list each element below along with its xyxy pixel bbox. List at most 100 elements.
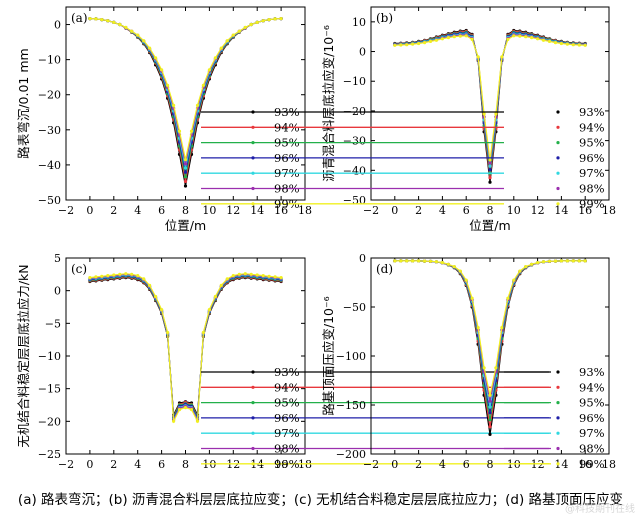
legend-marker [556,401,560,405]
x-tick-label: 12 [226,458,240,471]
data-point [411,259,415,263]
data-point [88,17,92,21]
y-tick-label: 0 [54,285,61,298]
data-point [423,259,427,263]
legend-label: 94% [274,380,300,394]
data-point [94,275,98,279]
y-tick-label: 0 [359,46,366,59]
legend-label: 94% [274,120,300,134]
data-point [488,168,492,172]
data-point [213,56,217,60]
data-point [541,38,546,42]
panel-label: (a) [71,11,88,25]
y-axis-label: 无机结合料稳定层层底拉应力/kN [16,264,31,447]
data-point [249,22,253,27]
data-point [470,296,474,300]
data-point [393,259,397,263]
legend-marker [251,416,255,420]
legend-marker [251,141,255,145]
data-point [189,408,194,412]
data-point [183,175,188,179]
series-line-97pct [394,33,586,167]
data-point [148,283,152,287]
data-point [488,411,492,415]
x-tick-label: 18 [602,458,616,471]
series-line-93pct [89,276,282,418]
legend-label: 94% [579,380,605,394]
x-tick-label: 16 [578,204,592,217]
x-tick-label: 18 [298,204,312,217]
x-tick-label: 10 [202,458,216,471]
data-point [118,272,122,276]
data-point [183,162,188,166]
data-point [458,269,462,273]
data-point [500,326,504,330]
y-tick-label: −100 [336,350,366,363]
data-point [488,425,492,429]
data-point [100,274,104,278]
data-point [177,408,182,412]
panel-label: (d) [376,262,393,276]
x-tick-label: 16 [274,458,288,471]
x-tick-label: 8 [487,458,494,471]
data-point [172,419,176,423]
data-point [434,38,438,42]
data-point [411,42,415,46]
data-point [183,158,188,162]
data-point [279,276,283,280]
data-point [524,265,528,269]
data-point [565,259,570,263]
x-tick-label: 16 [274,204,288,217]
data-point [446,262,450,266]
series-line-96pct [394,260,586,413]
x-tick-label: 10 [507,204,521,217]
data-point [172,103,176,107]
data-point [476,55,480,59]
series-line-96pct [394,32,586,170]
data-point [470,37,474,42]
data-point [500,55,504,59]
data-point [488,161,492,165]
data-point [124,272,128,276]
legend-label: 99% [274,457,300,471]
data-point [267,274,271,278]
data-point [124,25,128,29]
x-tick-label: 12 [531,204,545,217]
legend-marker [251,125,255,129]
data-point [547,39,552,44]
legend-marker [251,462,255,466]
data-point [452,265,456,269]
data-point [261,274,265,278]
series-line-98pct [89,273,282,423]
x-tick-label: 0 [86,458,93,471]
data-point [571,43,575,47]
data-point [488,180,492,184]
data-point [541,260,546,264]
data-point [219,46,223,50]
x-tick-label: 0 [391,204,398,217]
data-point [142,39,146,43]
data-point [183,406,188,410]
y-tick-label: −10 [343,75,366,88]
legend-marker [556,110,560,114]
data-point [166,83,170,87]
data-point [273,17,277,21]
legend-marker [556,446,560,451]
y-tick-label: 0 [359,252,366,265]
x-tick-label: 10 [202,204,216,217]
x-tick-label: −2 [363,204,379,217]
data-point [518,269,522,273]
data-point [237,272,241,276]
legend-label: 97% [579,426,605,440]
data-point [512,34,516,38]
data-point [261,19,265,23]
data-point [267,18,271,22]
series-line-99pct [89,273,282,424]
legend-marker [251,110,255,114]
chart-panel-b: −2 0 2 4 6 8 10 12 14 16 18100−10−20−30−40−50(b)位置… [290,6,616,233]
data-point [100,18,104,22]
legend-label: 97% [274,426,300,440]
data-point [106,19,110,23]
legend-label: 98% [579,442,605,456]
